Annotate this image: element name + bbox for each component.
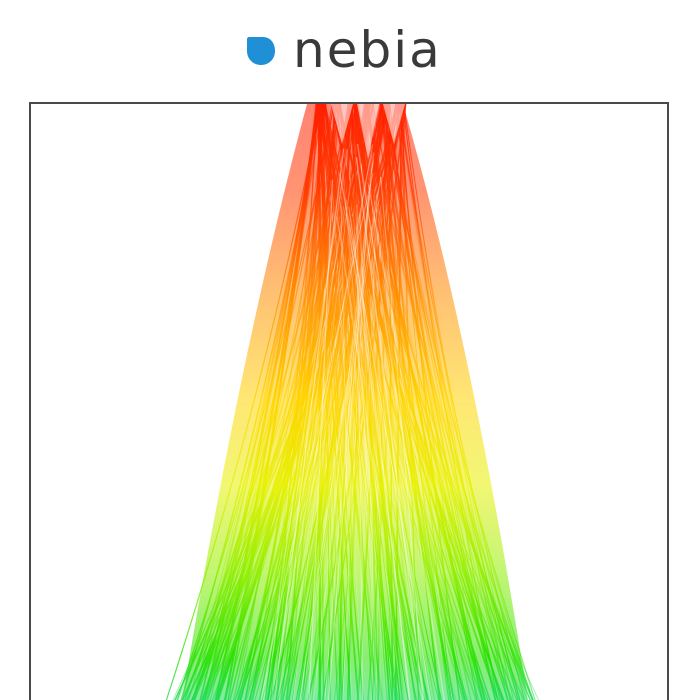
spray-highlight <box>293 176 352 700</box>
spray-streak <box>365 104 487 700</box>
spray-streak <box>244 104 389 700</box>
spray-highlight <box>348 207 410 700</box>
spray-visualization-frame <box>29 102 669 700</box>
spray-highlight <box>308 179 334 700</box>
spray-streak <box>372 104 520 700</box>
spray-streak <box>321 104 417 700</box>
spray-streak <box>200 104 383 700</box>
spray-streak <box>395 104 483 700</box>
spray-streak <box>403 104 519 700</box>
spray-streak <box>281 104 339 700</box>
spray-streak <box>270 104 318 700</box>
spray-highlight <box>353 219 377 700</box>
spray-highlight <box>328 183 372 700</box>
spray-streak <box>388 104 394 700</box>
spray-highlight <box>302 207 379 700</box>
spray-streak <box>384 104 501 700</box>
spray-streak <box>284 104 382 700</box>
spray-highlight <box>355 157 424 700</box>
spray-streak <box>194 104 352 700</box>
nozzle-gap <box>331 104 353 144</box>
spray-highlight <box>278 205 345 700</box>
spray-streak <box>341 104 368 700</box>
spray-streak <box>365 104 534 700</box>
nozzle-gap <box>357 104 379 159</box>
spray-highlight <box>380 177 425 700</box>
spray-highlight <box>357 204 378 700</box>
spray-highlight <box>339 173 432 700</box>
spray-highlight <box>273 148 345 700</box>
spray-streak <box>325 104 371 700</box>
spray-streak <box>203 104 319 700</box>
spray-highlight <box>299 176 382 700</box>
spray-streak <box>215 104 366 700</box>
spray-highlight <box>371 189 375 700</box>
spray-highlight <box>307 219 351 700</box>
spray-streak <box>258 104 350 700</box>
spray-highlight <box>342 174 388 700</box>
spray-streak <box>383 104 509 700</box>
spray-streak <box>311 104 357 700</box>
spray-streak <box>365 104 377 700</box>
spray-highlight <box>356 204 364 700</box>
nozzle-gap <box>383 104 405 144</box>
spray-highlight <box>354 151 375 700</box>
spray-streak <box>251 104 366 700</box>
spray-highlight <box>324 195 370 700</box>
spray-highlight <box>356 143 446 700</box>
spray-highlight <box>260 173 374 700</box>
spray-streak <box>372 104 391 700</box>
spray-streak <box>307 104 407 700</box>
spray-highlight <box>367 182 453 700</box>
spray-streak <box>165 104 321 700</box>
spray-streak <box>320 104 525 700</box>
spray-highlight <box>332 192 364 700</box>
spray-streak <box>217 104 319 700</box>
spray-streaks <box>165 104 540 700</box>
logo-drop-shape <box>247 37 275 65</box>
spray-highlight <box>345 213 411 700</box>
spray-streak <box>338 104 350 700</box>
spray-streak <box>285 104 324 700</box>
spray-streak <box>224 104 319 700</box>
spray-streak <box>291 104 353 700</box>
spray-highlight <box>359 213 378 700</box>
spray-highlight <box>353 206 422 700</box>
spray-streak <box>346 104 366 700</box>
spray-highlight <box>336 216 403 700</box>
spray-streak <box>396 104 452 700</box>
spray-highlight <box>306 180 365 700</box>
spray-visualization <box>165 104 540 700</box>
spray-streak <box>387 104 497 700</box>
spray-highlight <box>342 206 369 700</box>
spray-highlight <box>262 149 349 700</box>
droplet-icon <box>247 37 275 65</box>
spray-streak <box>398 104 509 700</box>
spray-streak <box>176 104 335 700</box>
spray-highlight <box>313 152 375 700</box>
spray-highlight <box>265 199 348 700</box>
spray-streak <box>348 104 416 700</box>
spray-streak <box>236 104 326 700</box>
spray-highlight <box>287 178 352 700</box>
spray-streak <box>401 104 420 700</box>
spray-highlight <box>377 206 421 700</box>
spray-streak <box>383 104 451 700</box>
spray-streak <box>381 104 536 700</box>
spray-streak <box>364 104 379 700</box>
spray-streak <box>367 104 407 700</box>
spray-highlight <box>271 143 374 700</box>
spray-highlight <box>368 184 456 700</box>
brand-header: nebia <box>243 22 442 78</box>
brand-name: nebia <box>293 21 442 79</box>
spray-streak <box>318 104 425 700</box>
spray-highlight <box>284 158 371 700</box>
spray-streak <box>232 104 338 700</box>
